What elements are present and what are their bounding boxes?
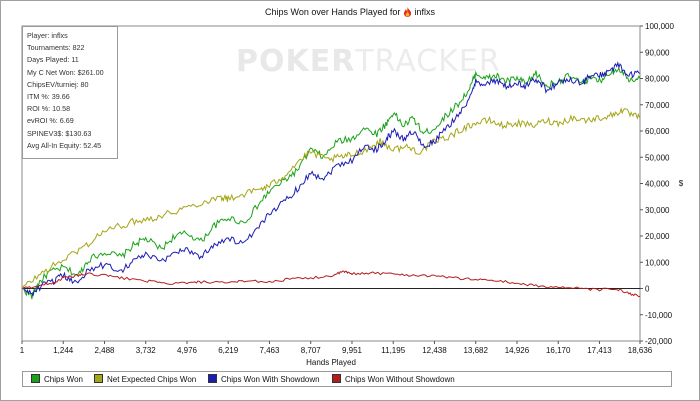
legend-item-without-showdown[interactable]: Chips Won Without Showdown <box>332 374 455 385</box>
x-tick-label: 14,926 <box>505 346 530 355</box>
stat-chipsev: ChipsEV/turniej: 80 <box>27 79 89 89</box>
stat-net-won: My C Net Won: $261.00 <box>27 67 104 77</box>
stat-tournaments: Tournaments: 822 <box>27 43 85 53</box>
x-tick-label: 7,463 <box>259 346 280 355</box>
y-tick-label: 100,000 <box>645 22 674 31</box>
chart-player-name: inflxs <box>414 7 435 17</box>
y-axis-label: $ <box>679 179 684 188</box>
x-tick-label: 6,219 <box>218 346 239 355</box>
x-tick-label: 1,244 <box>53 346 74 355</box>
flame-icon <box>404 7 412 17</box>
series-line-chips-won-without-showdown <box>21 270 641 298</box>
legend-swatch <box>208 374 217 383</box>
x-tick-label: 8,707 <box>301 346 322 355</box>
x-tick-label: 9,951 <box>342 346 363 355</box>
y-tick-label: 50,000 <box>645 153 670 162</box>
stat-spinev: SPINEV3$: $130.63 <box>27 128 92 138</box>
chart-legend: Chips Won Net Expected Chips Won Chips W… <box>22 371 672 387</box>
legend-swatch <box>94 374 103 383</box>
y-tick-label: 80,000 <box>645 75 670 84</box>
stat-days-played: Days Played: 11 <box>27 55 79 65</box>
series-line-chips-won <box>21 66 641 300</box>
x-tick-label: 3,732 <box>136 346 157 355</box>
x-tick-label: 17,413 <box>587 346 612 355</box>
y-tick-label: 70,000 <box>645 101 670 110</box>
x-tick-label: 4,976 <box>177 346 198 355</box>
series-line-chips-won-with-showdown <box>21 61 641 297</box>
x-tick-label: 2,488 <box>94 346 115 355</box>
stat-roi: ROI %: 10.58 <box>27 104 71 114</box>
x-tick-label: 18,636 <box>628 346 653 355</box>
y-tick-label: 60,000 <box>645 127 670 136</box>
x-tick-label: 12,438 <box>422 346 447 355</box>
stat-all-in-equity: Avg All-In Equity: 52.45 <box>27 140 102 150</box>
chart-title-text: Chips Won over Hands Played for <box>265 7 401 17</box>
legend-swatch <box>332 374 341 383</box>
stat-player: Player: inflxs <box>27 31 68 40</box>
y-tick-label: 0 <box>645 285 650 294</box>
y-tick-label: -10,000 <box>645 311 673 320</box>
y-tick-label: 10,000 <box>645 258 670 267</box>
legend-item-net-expected[interactable]: Net Expected Chips Won <box>94 374 196 385</box>
stat-itm: ITM %: 39.66 <box>27 92 70 102</box>
x-tick-label: 11,195 <box>381 346 405 355</box>
legend-swatch <box>31 374 40 383</box>
series-line-net-expected-chips-won <box>21 106 641 289</box>
chart-title: Chips Won over Hands Played for inflxs <box>0 7 700 21</box>
y-tick-label: 40,000 <box>645 180 670 189</box>
stats-box: Player: inflxs Tournaments: 822 Days Pla… <box>22 26 118 159</box>
x-tick-label: 16,170 <box>546 346 571 355</box>
stat-evroi: evROI %: 6.69 <box>27 116 74 126</box>
legend-item-chips-won[interactable]: Chips Won <box>31 374 83 385</box>
y-tick-label: 90,000 <box>645 48 670 57</box>
y-tick-label: -20,000 <box>645 337 673 346</box>
x-tick-label: 1 <box>20 346 25 355</box>
y-tick-label: 30,000 <box>645 206 670 215</box>
legend-item-with-showdown[interactable]: Chips Won With Showdown <box>208 374 320 385</box>
y-tick-label: 20,000 <box>645 232 670 241</box>
x-axis-label: Hands Played <box>306 358 356 367</box>
x-tick-label: 13,682 <box>463 346 488 355</box>
